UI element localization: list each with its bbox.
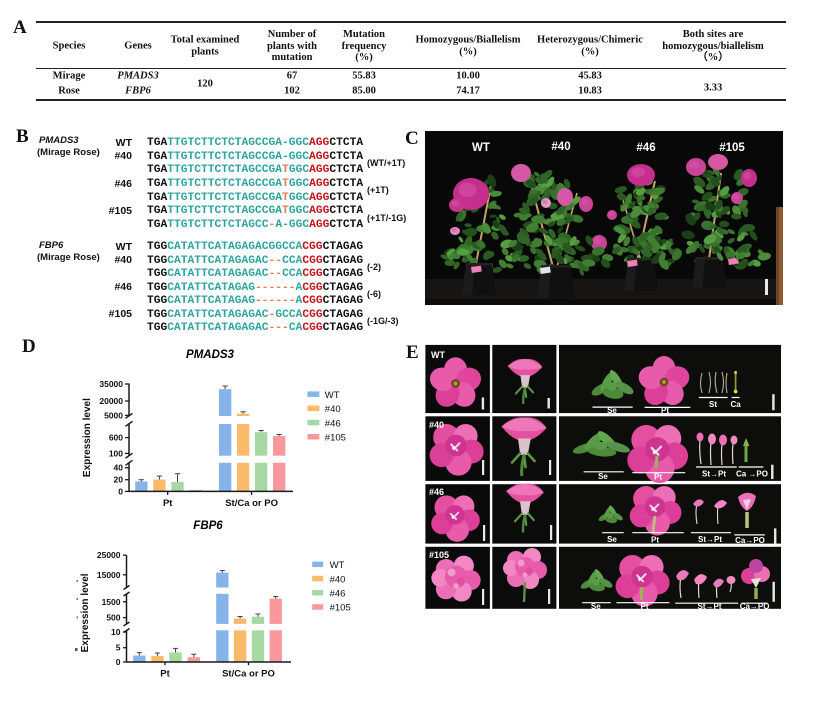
svg-text:#40: #40 bbox=[330, 574, 346, 585]
svg-text:Se: Se bbox=[607, 535, 617, 544]
svg-text:25000: 25000 bbox=[97, 550, 121, 560]
svg-text:1500: 1500 bbox=[102, 597, 121, 607]
svg-text:20: 20 bbox=[114, 475, 124, 485]
svg-text:#46: #46 bbox=[330, 589, 346, 600]
svg-text:Expression level: Expression level bbox=[80, 573, 91, 652]
svg-text:15000: 15000 bbox=[97, 570, 121, 580]
svg-text:St→Pt: St→Pt bbox=[698, 602, 722, 610]
svg-text:Ca→PO: Ca→PO bbox=[740, 602, 770, 610]
svg-text:35000: 35000 bbox=[99, 379, 123, 389]
svg-text:#46: #46 bbox=[636, 142, 655, 154]
svg-text:#46: #46 bbox=[429, 487, 444, 497]
svg-text:Se: Se bbox=[598, 472, 608, 481]
svg-text:St: St bbox=[709, 400, 717, 409]
svg-text:#105: #105 bbox=[325, 433, 346, 444]
svg-text:Pt: Pt bbox=[651, 536, 659, 545]
svg-text:St/Ca or PO: St/Ca or PO bbox=[222, 669, 275, 680]
svg-text:#46: #46 bbox=[325, 418, 341, 429]
svg-text:WT: WT bbox=[330, 560, 345, 571]
svg-text:500: 500 bbox=[106, 613, 120, 623]
svg-text:Pt: Pt bbox=[160, 669, 170, 680]
svg-text:#40: #40 bbox=[551, 141, 570, 153]
svg-text:0: 0 bbox=[116, 657, 121, 667]
svg-text:Se: Se bbox=[591, 602, 601, 610]
svg-text:Ca →PO: Ca →PO bbox=[736, 470, 768, 479]
svg-text:#40: #40 bbox=[429, 420, 444, 430]
svg-text:St→Pt: St→Pt bbox=[702, 470, 726, 479]
svg-text:WT: WT bbox=[472, 142, 490, 154]
svg-text:10: 10 bbox=[111, 627, 121, 637]
svg-text:#105: #105 bbox=[330, 603, 351, 614]
svg-text:Pt: Pt bbox=[661, 406, 669, 415]
svg-text:20000: 20000 bbox=[99, 396, 123, 406]
svg-text:#105: #105 bbox=[719, 142, 745, 154]
svg-text:Pt: Pt bbox=[163, 498, 173, 509]
svg-text:WT: WT bbox=[431, 350, 445, 360]
svg-text:5000: 5000 bbox=[104, 410, 123, 420]
svg-text:600: 600 bbox=[109, 433, 123, 443]
svg-text:5: 5 bbox=[116, 643, 121, 653]
svg-text:0: 0 bbox=[118, 486, 123, 496]
svg-text:Ca→PO: Ca→PO bbox=[735, 536, 765, 545]
svg-text:100: 100 bbox=[109, 448, 123, 458]
svg-text:Ca: Ca bbox=[730, 400, 741, 409]
svg-text:St/Ca or PO: St/Ca or PO bbox=[225, 498, 278, 509]
svg-text:WT: WT bbox=[325, 390, 340, 401]
svg-text:#105: #105 bbox=[429, 550, 449, 560]
svg-text:Se: Se bbox=[607, 406, 617, 415]
svg-text:#40: #40 bbox=[325, 404, 341, 415]
svg-text:40: 40 bbox=[114, 463, 124, 473]
svg-text:St→Pt: St→Pt bbox=[698, 535, 722, 544]
svg-text:Expression level: Expression level bbox=[82, 398, 93, 477]
svg-text:Pt: Pt bbox=[641, 602, 649, 610]
svg-text:Pt: Pt bbox=[654, 473, 662, 482]
